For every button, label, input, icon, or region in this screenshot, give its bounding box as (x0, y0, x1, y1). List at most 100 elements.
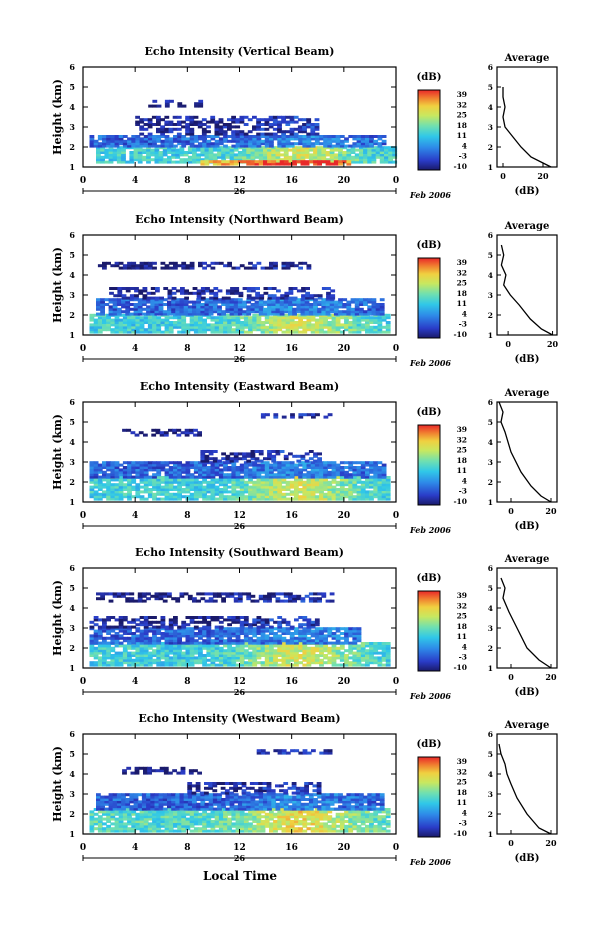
heatmap-cell (263, 162, 268, 166)
date-label: 26 (234, 687, 246, 697)
heatmap-cell (168, 497, 174, 501)
heatmap-cell (214, 325, 220, 329)
heatmap-cell (147, 330, 153, 334)
heatmap-cell (271, 158, 277, 162)
heatmap-cell (302, 651, 308, 655)
heatmap-cell (264, 137, 270, 141)
heatmap-cell (248, 495, 253, 499)
heatmap-cell (306, 123, 312, 126)
heatmap-cell (116, 158, 122, 162)
heatmap-cell (302, 480, 308, 484)
heatmap-cell (281, 144, 287, 148)
heatmap-cell (127, 266, 132, 270)
heatmap-cell (181, 318, 187, 322)
heatmap-cell (298, 656, 303, 660)
heatmap-cell (152, 144, 157, 148)
heatmap-cell (156, 468, 162, 472)
heatmap-cell (285, 461, 291, 465)
heatmap-cell (143, 485, 149, 489)
heatmap-cell (202, 325, 207, 329)
heatmap-cell (264, 328, 270, 332)
heatmap-cell (352, 644, 358, 648)
heatmap-cell (173, 661, 178, 665)
heatmap-cell (235, 620, 241, 624)
heatmap-cell (175, 599, 181, 603)
heatmap-cell (223, 649, 228, 653)
heatmap-cell (187, 160, 193, 164)
heatmap-cell (229, 146, 235, 150)
heatmap-cell (302, 466, 308, 469)
heatmap-cell (193, 137, 199, 141)
heatmap-cell (204, 303, 210, 306)
heatmap-cell (173, 658, 178, 662)
heatmap-cell (248, 480, 253, 484)
heatmap-cell (329, 298, 335, 302)
heatmap-cell (147, 488, 153, 491)
heatmap-cell (192, 148, 197, 152)
heatmap-cell (229, 459, 235, 463)
heatmap-cell (110, 661, 116, 665)
heatmap-cell (235, 318, 241, 322)
heatmap-cell (367, 146, 373, 150)
heatmap-cell (289, 483, 295, 487)
heatmap-cell (160, 625, 166, 629)
heatmap-cell (147, 325, 153, 329)
heatmap-cell (141, 312, 147, 316)
heatmap-cell (96, 146, 101, 150)
heatmap-cell (152, 632, 157, 635)
heatmap-cell (306, 132, 312, 136)
heatmap-cell (108, 300, 114, 304)
heatmap-cell (239, 661, 245, 665)
heatmap-cell (164, 470, 170, 474)
heatmap-cell (352, 497, 358, 501)
heatmap-cell (235, 651, 241, 655)
heatmap-cell (189, 646, 195, 650)
heatmap-cell (177, 649, 182, 653)
heatmap-cell (264, 144, 270, 148)
heatmap-cell (210, 318, 216, 322)
colorbar-tick-label: 11 (457, 299, 467, 308)
heatmap-cell (288, 592, 293, 596)
heatmap-cell (106, 139, 111, 143)
heatmap-cell (306, 620, 312, 624)
heatmap-cell (155, 428, 161, 432)
heatmap-cell (125, 310, 131, 314)
heatmap-cell (277, 625, 283, 629)
heatmap-cell (160, 261, 166, 265)
heatmap-cell (198, 264, 203, 268)
heatmap-cell (227, 261, 232, 265)
heatmap-cell (314, 321, 320, 324)
heatmap-cell (206, 663, 212, 667)
heatmap-cell (235, 330, 241, 334)
heatmap-cell (139, 325, 145, 329)
heatmap-cell (277, 115, 282, 119)
heatmap-cell (227, 654, 232, 657)
heatmap-cell (306, 661, 312, 665)
heatmap-cell (214, 127, 220, 131)
heatmap-cell (319, 137, 324, 141)
heatmap-cell (308, 450, 314, 453)
heatmap-cell (212, 146, 218, 150)
heatmap-cell (121, 294, 127, 298)
heatmap-cell (218, 492, 224, 496)
heatmap-cell (304, 303, 310, 306)
heatmap-cell (189, 466, 195, 469)
heatmap-cell (164, 99, 170, 103)
heatmap-cell (275, 146, 281, 150)
heatmap-cell (150, 300, 156, 304)
heatmap-cell (302, 137, 308, 141)
heatmap-cell (235, 473, 241, 477)
heatmap-cell (89, 644, 95, 648)
y-tick-label: 5 (69, 82, 75, 92)
x-tick-label: 0 (393, 344, 399, 354)
heatmap-cell (218, 620, 224, 624)
heatmap-cell (189, 323, 195, 327)
heatmap-cell (171, 312, 176, 316)
heatmap-cell (158, 146, 164, 150)
heatmap-cell (147, 132, 153, 136)
heatmap-cell (277, 323, 283, 327)
heatmap-cell (231, 492, 237, 496)
heatmap-cell (112, 300, 118, 304)
heatmap-cell (302, 663, 308, 667)
heatmap-cell (348, 144, 354, 148)
